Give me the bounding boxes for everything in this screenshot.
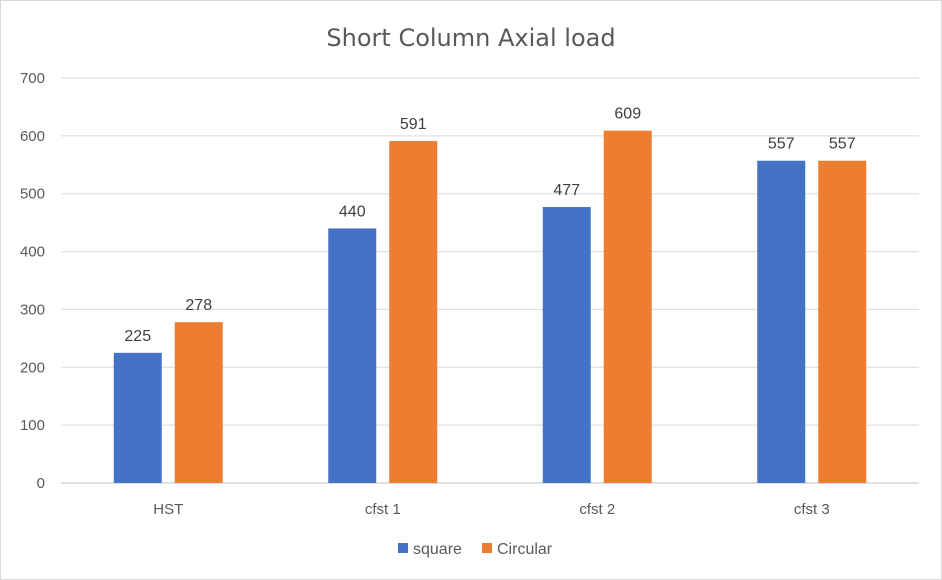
- bar-circular-0: [174, 322, 223, 483]
- y-tick-label: 700: [20, 70, 45, 87]
- bar-circular-1: [389, 141, 438, 484]
- legend-swatch: [398, 543, 408, 553]
- data-label: 591: [400, 116, 427, 133]
- data-label: 609: [614, 106, 641, 123]
- bars: [113, 130, 867, 484]
- bar-square-1: [328, 228, 377, 483]
- legend-label: Circular: [497, 541, 553, 558]
- legend-item: Circular: [482, 541, 553, 558]
- data-label: 225: [124, 328, 151, 345]
- y-tick-label: 400: [20, 244, 45, 261]
- data-label: 440: [339, 203, 366, 220]
- legend-label: square: [413, 541, 462, 558]
- y-tick-label: 500: [20, 186, 45, 203]
- x-tick-label: cfst 1: [365, 501, 401, 518]
- legend-swatch: [482, 543, 492, 553]
- y-tick-label: 300: [20, 301, 45, 318]
- x-tick-label: HST: [153, 501, 183, 518]
- x-axis-ticks: HST cfst 1 cfst 2 cfst 3: [153, 501, 829, 518]
- data-label: 278: [185, 297, 212, 314]
- x-tick-label: cfst 3: [794, 501, 830, 518]
- y-tick-label: 200: [20, 359, 45, 376]
- bar-square-3: [757, 160, 806, 483]
- chart-title: Short Column Axial load: [326, 24, 615, 52]
- bar-square-2: [542, 207, 591, 483]
- bar-circular-2: [603, 130, 652, 483]
- bar-circular-3: [818, 160, 867, 483]
- data-labels: 225 278 440 591 477 609 557 557: [124, 106, 855, 345]
- data-label: 557: [768, 136, 795, 153]
- x-tick-label: cfst 2: [579, 501, 615, 518]
- y-tick-label: 0: [37, 475, 45, 492]
- bar-square-0: [113, 352, 162, 483]
- y-tick-label: 100: [20, 417, 45, 434]
- y-tick-label: 600: [20, 128, 45, 145]
- data-label: 557: [829, 136, 856, 153]
- legend-item: square: [398, 541, 462, 558]
- y-axis-ticks: 0 100 200 300 400 500 600 700: [20, 70, 45, 492]
- legend: square Circular: [398, 541, 553, 558]
- data-label: 477: [553, 182, 580, 199]
